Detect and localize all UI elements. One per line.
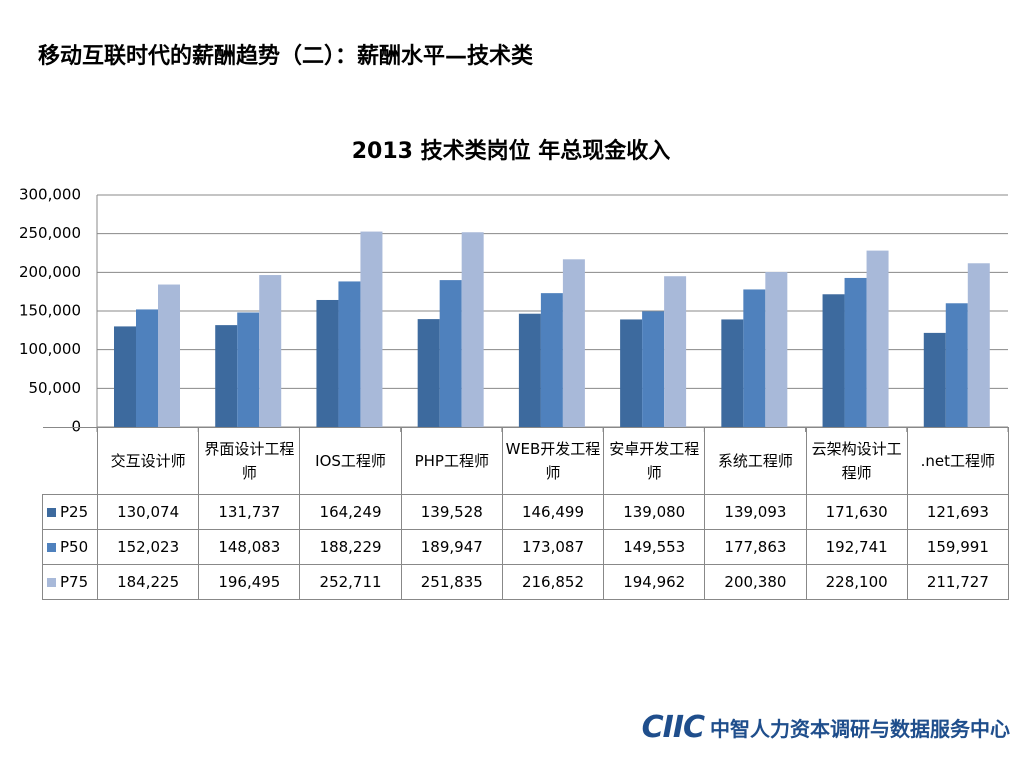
value-label: 159,991 xyxy=(906,529,1009,565)
value-label: 200,380 xyxy=(704,564,807,600)
bar xyxy=(743,289,766,427)
footer: CIIC 中智人力资本调研与数据服务中心 xyxy=(642,710,1010,745)
bar xyxy=(461,232,484,427)
bar xyxy=(417,319,440,427)
value-label: 251,835 xyxy=(400,564,503,600)
bar xyxy=(136,309,158,427)
legend-swatch xyxy=(47,508,56,517)
legend-swatch xyxy=(47,543,56,552)
value-label: 252,711 xyxy=(299,564,402,600)
bar xyxy=(822,294,845,427)
category-label: 系统工程师 xyxy=(704,427,807,495)
value-label: 184,225 xyxy=(96,564,200,600)
legend-entry: P75 xyxy=(42,564,98,600)
value-label: 130,074 xyxy=(96,494,200,530)
bar xyxy=(967,263,990,427)
legend-entry: P50 xyxy=(42,529,98,565)
value-label: 121,693 xyxy=(906,494,1009,530)
category-label: 安卓开发工程师 xyxy=(603,427,706,495)
y-tick-label: 150,000 xyxy=(19,302,81,320)
bar xyxy=(237,312,260,427)
legend-entry: P25 xyxy=(42,494,98,530)
table-row: P50 152,023 148,083 188,229 189,947 173,087 14… xyxy=(42,529,1009,565)
bar xyxy=(540,293,563,427)
bar xyxy=(215,325,238,427)
value-label: 188,229 xyxy=(299,529,402,565)
value-label: 149,553 xyxy=(603,529,706,565)
value-label: 211,727 xyxy=(906,564,1009,600)
chart-title: 2013 技术类岗位 年总现金收入 xyxy=(352,138,671,164)
y-tick-label: 50,000 xyxy=(29,379,82,397)
value-label: 216,852 xyxy=(501,564,605,600)
value-label: 189,947 xyxy=(400,529,503,565)
bar xyxy=(620,319,643,427)
bar xyxy=(316,299,339,427)
table-header-row: 交互设计师 界面设计工程师 IOS工程师 PHP工程师 WEB开发工程师 安卓开发工程师系… xyxy=(42,427,1009,495)
data-table: 交互设计师 界面设计工程师 IOS工程师 PHP工程师 WEB开发工程师 安卓开发工程师系… xyxy=(42,427,1009,600)
category-label: IOS工程师 xyxy=(299,427,402,495)
value-label: 196,495 xyxy=(198,564,301,600)
y-tick-label: 300,000 xyxy=(19,186,81,204)
value-label: 139,528 xyxy=(400,494,503,530)
y-tick-label: 0 xyxy=(71,418,81,436)
bar xyxy=(664,276,687,427)
value-label: 152,023 xyxy=(96,529,200,565)
bar xyxy=(765,272,788,427)
table-corner xyxy=(42,427,98,495)
category-label: WEB开发工程师 xyxy=(501,427,605,495)
value-label: 164,249 xyxy=(299,494,402,530)
bar xyxy=(945,303,968,427)
value-label: 131,737 xyxy=(198,494,301,530)
legend-label: P50 xyxy=(60,538,89,556)
category-label: 交互设计师 xyxy=(96,427,200,495)
value-label: 194,962 xyxy=(603,564,706,600)
value-label: 177,863 xyxy=(704,529,807,565)
table-row: P75 184,225 196,495 252,711 251,835 216,852 19… xyxy=(42,564,1009,600)
value-label: 171,630 xyxy=(805,494,908,530)
y-tick-label: 250,000 xyxy=(19,224,81,242)
bar xyxy=(360,231,383,427)
slide-title: 移动互联时代的薪酬趋势（二）：薪酬水平—技术类 xyxy=(38,44,534,69)
bar xyxy=(562,259,585,427)
legend-swatch xyxy=(47,578,56,587)
value-label: 228,100 xyxy=(805,564,908,600)
bar xyxy=(114,326,136,427)
value-label: 173,087 xyxy=(501,529,605,565)
category-label: .net工程师 xyxy=(906,427,1009,495)
bar xyxy=(439,280,462,427)
y-tick-label: 100,000 xyxy=(19,340,81,358)
legend-label: P25 xyxy=(60,503,89,521)
org-name: 中智人力资本调研与数据服务中心 xyxy=(710,717,1010,741)
bar xyxy=(844,277,867,427)
brand-logo: CIIC xyxy=(641,710,705,745)
bar xyxy=(866,250,889,427)
table-row: P25 130,074 131,737 164,249 139,528 146,499 13… xyxy=(42,494,1009,530)
bar xyxy=(642,311,665,427)
value-label: 192,741 xyxy=(805,529,908,565)
bar xyxy=(721,319,744,427)
bar xyxy=(158,284,180,427)
category-label: 界面设计工程师 xyxy=(198,427,301,495)
value-label: 146,499 xyxy=(501,494,605,530)
bar xyxy=(259,275,282,427)
y-tick-label: 200,000 xyxy=(19,263,81,281)
bar xyxy=(338,281,361,427)
value-label: 139,080 xyxy=(603,494,706,530)
bar xyxy=(518,313,541,427)
category-label: 云架构设计工程师 xyxy=(805,427,908,495)
category-label: PHP工程师 xyxy=(400,427,503,495)
value-label: 148,083 xyxy=(198,529,301,565)
legend-label: P75 xyxy=(60,573,89,591)
value-label: 139,093 xyxy=(704,494,807,530)
bar xyxy=(923,332,946,427)
